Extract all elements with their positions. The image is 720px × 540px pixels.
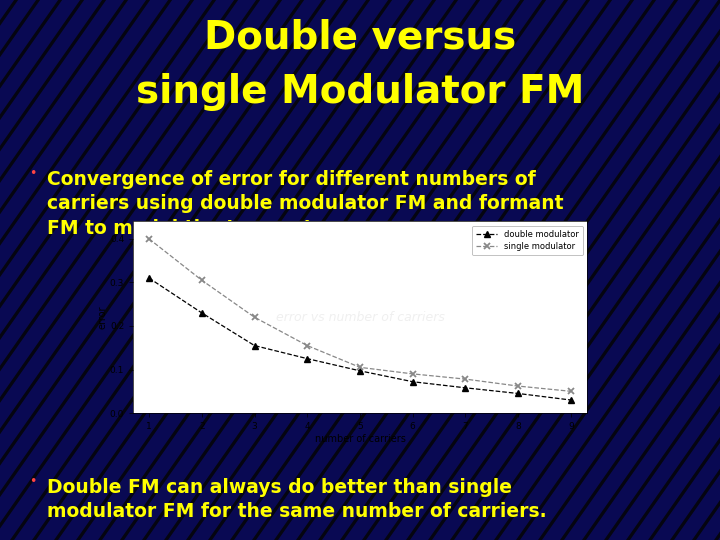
double modulator — [462, 384, 470, 391]
Polygon shape — [14, 0, 410, 540]
Text: •: • — [29, 167, 36, 180]
Text: single Modulator FM: single Modulator FM — [136, 73, 584, 111]
Text: •: • — [29, 475, 36, 488]
single modulator — [250, 314, 258, 320]
Polygon shape — [0, 0, 14, 540]
Polygon shape — [0, 0, 256, 540]
Polygon shape — [0, 0, 146, 540]
Line: double modulator: double modulator — [145, 274, 575, 403]
Polygon shape — [344, 0, 720, 540]
Polygon shape — [366, 0, 720, 540]
Polygon shape — [0, 0, 278, 540]
single modulator — [303, 342, 312, 349]
single modulator — [145, 235, 153, 242]
double modulator — [303, 355, 312, 362]
Text: error vs number of carriers: error vs number of carriers — [276, 310, 444, 324]
single modulator — [408, 370, 417, 377]
Polygon shape — [146, 0, 542, 540]
Polygon shape — [168, 0, 564, 540]
Polygon shape — [608, 0, 720, 540]
Polygon shape — [300, 0, 696, 540]
Polygon shape — [674, 0, 720, 540]
Polygon shape — [322, 0, 718, 540]
single modulator — [197, 277, 206, 284]
Polygon shape — [80, 0, 476, 540]
Polygon shape — [102, 0, 498, 540]
Text: Double versus: Double versus — [204, 19, 516, 57]
Polygon shape — [542, 0, 720, 540]
Polygon shape — [0, 0, 388, 540]
Polygon shape — [586, 0, 720, 540]
Polygon shape — [0, 0, 212, 540]
single modulator — [567, 388, 575, 395]
Text: Double FM can always do better than single
modulator FM for the same number of c: Double FM can always do better than sing… — [47, 478, 546, 521]
Polygon shape — [630, 0, 720, 540]
Polygon shape — [256, 0, 652, 540]
Polygon shape — [36, 0, 432, 540]
Polygon shape — [124, 0, 520, 540]
Y-axis label: error: error — [97, 306, 107, 329]
double modulator — [567, 397, 575, 403]
X-axis label: number of carriers: number of carriers — [315, 434, 405, 444]
Polygon shape — [718, 0, 720, 540]
Text: Convergence of error for different numbers of
carriers using double modulator FM: Convergence of error for different numbe… — [47, 170, 563, 238]
Legend: double modulator, single modulator: double modulator, single modulator — [472, 226, 582, 255]
Polygon shape — [212, 0, 608, 540]
Line: single modulator: single modulator — [145, 235, 575, 395]
double modulator — [356, 368, 364, 374]
Polygon shape — [520, 0, 720, 540]
Polygon shape — [58, 0, 454, 540]
Polygon shape — [0, 0, 168, 540]
Polygon shape — [0, 0, 80, 540]
Polygon shape — [432, 0, 720, 540]
single modulator — [514, 383, 523, 389]
double modulator — [408, 379, 417, 385]
Polygon shape — [454, 0, 720, 540]
Polygon shape — [564, 0, 720, 540]
Polygon shape — [0, 0, 322, 540]
Polygon shape — [0, 0, 124, 540]
Polygon shape — [696, 0, 720, 540]
Polygon shape — [476, 0, 720, 540]
Polygon shape — [0, 0, 344, 540]
Polygon shape — [498, 0, 720, 540]
double modulator — [145, 275, 153, 281]
double modulator — [197, 309, 206, 316]
Polygon shape — [0, 0, 102, 540]
Polygon shape — [0, 0, 234, 540]
Polygon shape — [0, 0, 58, 540]
Polygon shape — [278, 0, 674, 540]
Polygon shape — [652, 0, 720, 540]
Polygon shape — [388, 0, 720, 540]
double modulator — [250, 342, 258, 349]
Polygon shape — [0, 0, 190, 540]
Polygon shape — [0, 0, 36, 540]
Polygon shape — [234, 0, 630, 540]
Polygon shape — [0, 0, 366, 540]
Polygon shape — [190, 0, 586, 540]
double modulator — [514, 390, 523, 397]
single modulator — [356, 364, 364, 370]
single modulator — [462, 376, 470, 382]
Polygon shape — [0, 0, 300, 540]
Polygon shape — [410, 0, 720, 540]
